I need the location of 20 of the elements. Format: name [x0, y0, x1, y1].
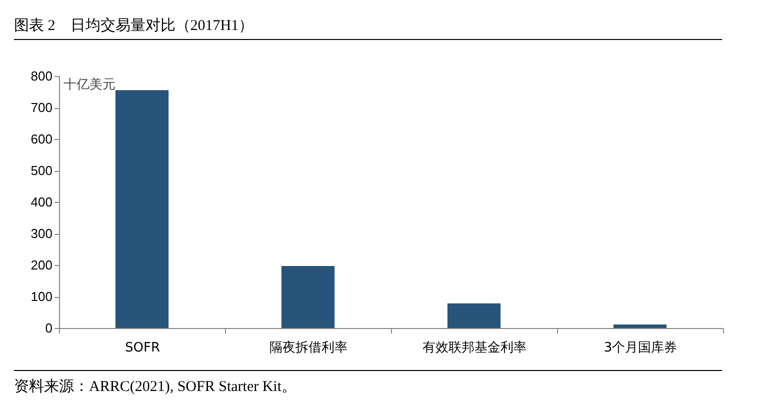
bar	[613, 324, 667, 328]
y-tick-label: 700	[30, 100, 52, 115]
text: 资料来源：ARRC(2021), SOFR Starter Kit。	[14, 370, 722, 396]
x-tick-label: SOFR	[125, 340, 160, 356]
bar	[281, 266, 335, 328]
bar	[115, 90, 169, 328]
x-tick-label: 3个月国库券	[604, 340, 678, 356]
y-tick-label: 0	[45, 320, 52, 336]
y-tick-label: 500	[30, 163, 52, 178]
y-tick-label: 600	[30, 132, 52, 146]
y-tick-label: 100	[30, 289, 52, 304]
y-tick-label: 800	[30, 68, 52, 84]
y-tick-label: 400	[30, 194, 52, 210]
chart-title: 图表 2 日均交易量对比（2017H1）	[14, 16, 722, 40]
y-tick-label: 200	[30, 258, 52, 272]
x-tick-label: 有效联邦基金利率	[422, 340, 526, 356]
bar	[447, 303, 501, 328]
y-tick-label: 300	[30, 226, 52, 241]
x-tick-label: 隔夜拆借利率	[270, 340, 348, 356]
y-axis-title: 十亿美元	[64, 76, 116, 92]
